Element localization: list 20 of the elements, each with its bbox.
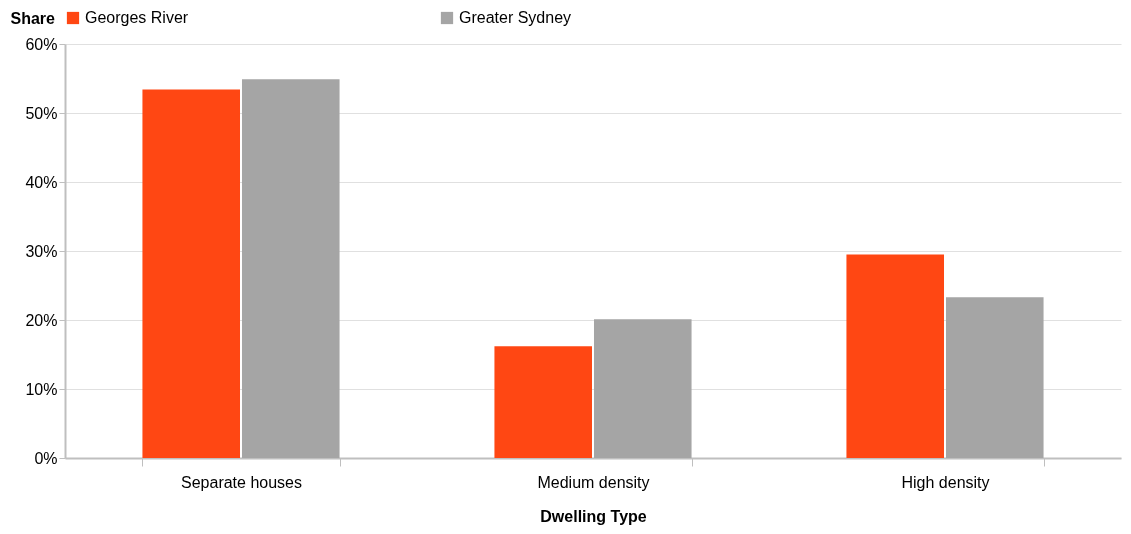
y-tick-label: 10%	[25, 380, 58, 398]
y-tick-label: 20%	[25, 311, 58, 329]
bar	[594, 319, 692, 458]
y-tick-label: 30%	[25, 242, 58, 260]
x-tick-label: High density	[901, 473, 990, 491]
y-tick-label: 40%	[25, 173, 58, 191]
bar	[946, 297, 1044, 458]
x-tick-label: Medium density	[537, 473, 650, 491]
bar	[242, 79, 340, 458]
legend-label: Greater Sydney	[459, 9, 572, 26]
y-axis-title: Share	[10, 9, 56, 27]
legend-label: Georges River	[85, 9, 189, 26]
x-tick-label: Separate houses	[181, 473, 302, 491]
x-axis-title: Dwelling Type	[540, 507, 647, 525]
y-tick-label: 0%	[34, 449, 58, 467]
bar	[846, 254, 944, 458]
y-tick-label: 50%	[25, 104, 58, 122]
y-tick-label: 60%	[25, 35, 58, 53]
bar	[494, 346, 592, 458]
bar	[142, 89, 240, 458]
